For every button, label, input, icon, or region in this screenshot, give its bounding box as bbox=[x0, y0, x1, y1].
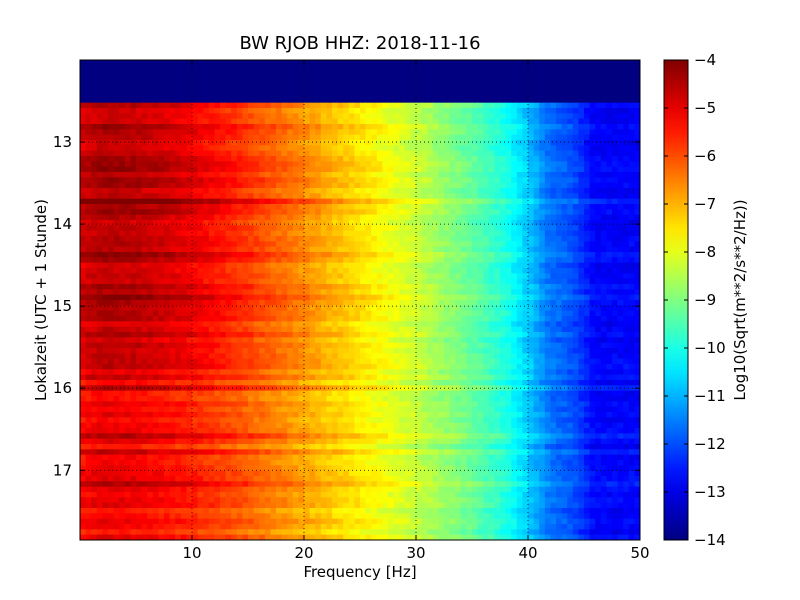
x-tick-label: 40 bbox=[518, 544, 537, 562]
colorbar-tick-label: −10 bbox=[694, 339, 726, 357]
y-tick-label: 16 bbox=[53, 379, 72, 397]
y-tick-label: 15 bbox=[53, 297, 72, 315]
x-axis-label: Frequency [Hz] bbox=[303, 563, 416, 581]
colorbar-tick-label: −7 bbox=[694, 195, 716, 213]
y-tick-label: 17 bbox=[53, 461, 72, 479]
y-axis-label: Lokalzeit (UTC + 1 Stunde) bbox=[32, 199, 50, 401]
colorbar-tick-label: −11 bbox=[694, 387, 726, 405]
heatmap-area bbox=[80, 60, 640, 540]
colorbar-tick-label: −14 bbox=[694, 531, 726, 549]
y-tick-label: 13 bbox=[53, 133, 72, 151]
y-axis-ticks: 13 14 15 16 17 bbox=[53, 133, 640, 479]
x-tick-label: 20 bbox=[294, 544, 313, 562]
x-tick-label: 10 bbox=[182, 544, 201, 562]
x-tick-label: 30 bbox=[406, 544, 425, 562]
colorbar-tick-label: −6 bbox=[694, 147, 716, 165]
plot-frame bbox=[79, 59, 641, 541]
x-tick-label: 50 bbox=[630, 544, 649, 562]
colorbar-tick-label: −5 bbox=[694, 99, 716, 117]
y-tick-label: 14 bbox=[53, 215, 72, 233]
grid-lines bbox=[80, 60, 640, 540]
colorbar-tick-label: −4 bbox=[694, 51, 716, 69]
colorbar-label: Log10(Sqrt(m**2/s**2/Hz)) bbox=[731, 199, 749, 400]
colorbar-tick-label: −13 bbox=[694, 483, 726, 501]
colorbar-tick-label: −8 bbox=[694, 243, 716, 261]
colorbar-tick-label: −12 bbox=[694, 435, 726, 453]
x-axis-ticks: 10 20 30 40 50 bbox=[182, 60, 650, 562]
colorbar-tick-label: −9 bbox=[694, 291, 716, 309]
chart-title: BW RJOB HHZ: 2018-11-16 bbox=[239, 33, 480, 54]
colorbar-ticks: −4 −5 −6 −7 −8 −9 −10 −11 −12 −13 −14 bbox=[664, 51, 726, 549]
